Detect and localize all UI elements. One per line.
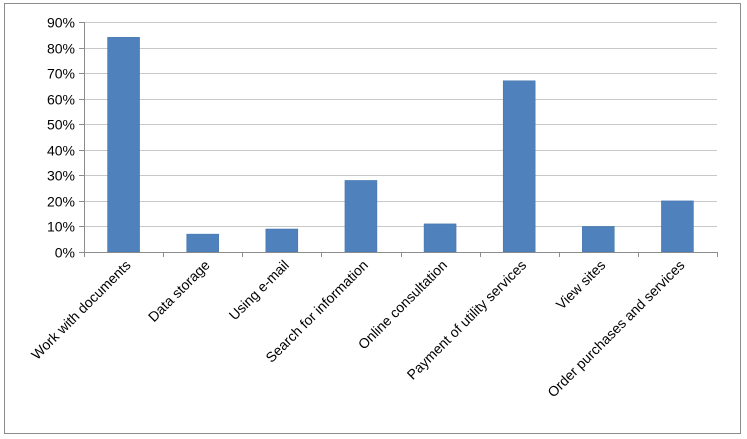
y-tick-label: 50%	[47, 117, 75, 133]
y-tick-label: 60%	[47, 92, 75, 108]
bars	[107, 37, 694, 253]
y-tick-label: 0%	[55, 245, 75, 261]
x-category-label: Work with documents	[28, 257, 134, 363]
y-tick-label: 70%	[47, 66, 75, 82]
bar	[423, 223, 457, 253]
y-tick-label: 90%	[47, 15, 75, 31]
y-axis-tick-labels: 0% 10% 20% 30% 40% 50% 60% 70% 80% 90%	[47, 15, 75, 261]
y-tick-label: 20%	[47, 194, 75, 210]
y-tick-label: 30%	[47, 168, 75, 184]
x-axis-category-labels: Work with documents Data storage Using e-m…	[28, 257, 688, 401]
y-tick-label: 80%	[47, 41, 75, 57]
bar	[502, 80, 536, 253]
y-tick-label: 40%	[47, 143, 75, 159]
bar	[661, 200, 694, 253]
bar	[265, 228, 299, 253]
bar	[344, 180, 378, 253]
bar	[582, 226, 615, 253]
x-category-label: Data storage	[145, 257, 213, 325]
y-tick-label: 10%	[47, 219, 75, 235]
bar	[107, 37, 140, 253]
bar	[186, 233, 219, 253]
x-category-label: Order purchases and services	[544, 257, 687, 400]
x-category-label: View sites	[553, 257, 609, 313]
x-category-label: Using e-mail	[226, 257, 292, 323]
axes	[79, 22, 718, 257]
gridlines	[84, 22, 717, 227]
